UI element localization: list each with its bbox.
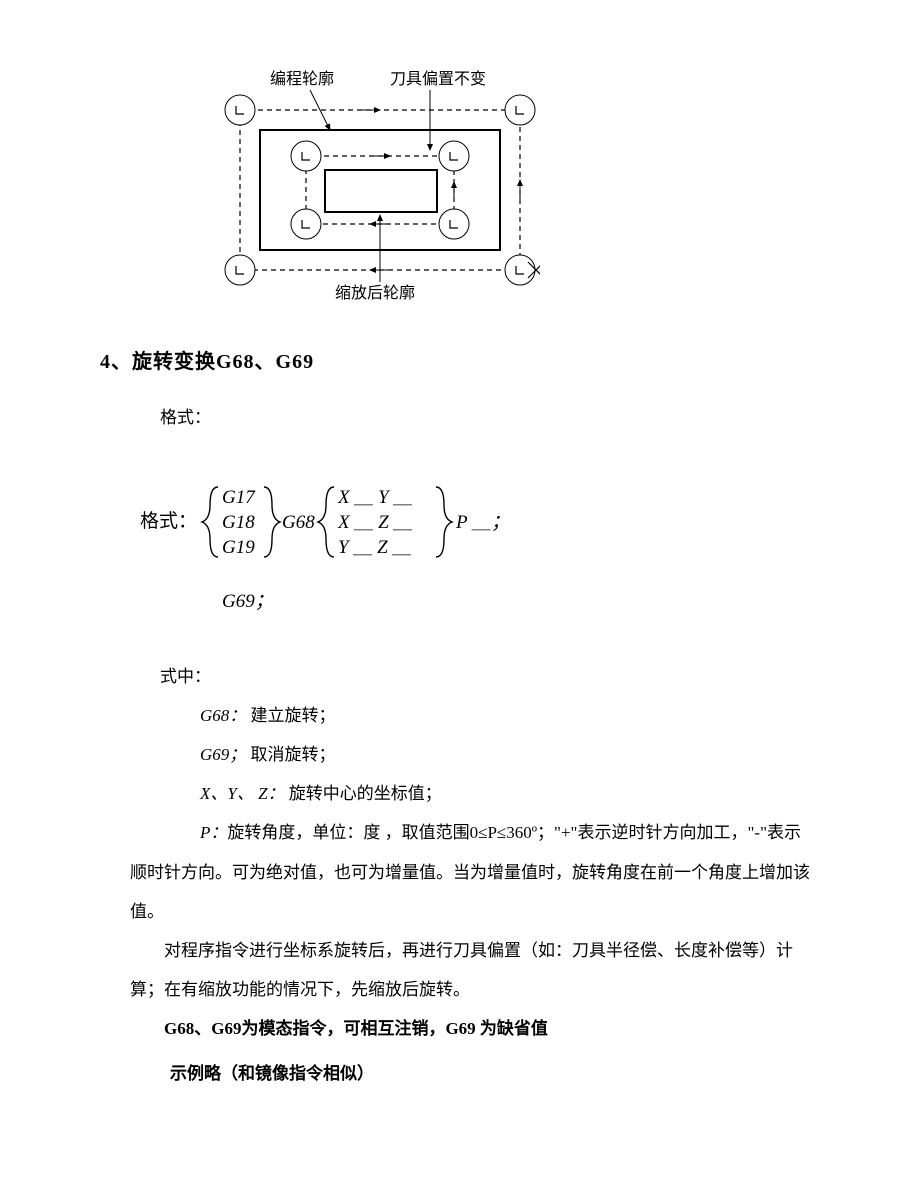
example-note: 示例略（和镜像指令相似） bbox=[100, 1054, 820, 1093]
formula-g17: G17 bbox=[222, 487, 256, 508]
text-g69: 取消旋转； bbox=[251, 745, 336, 764]
corner-circle bbox=[291, 209, 321, 239]
formula-p: P ＿； bbox=[455, 512, 510, 533]
brace-right-1 bbox=[264, 487, 280, 557]
formula-g69: G69； bbox=[222, 591, 274, 612]
formula-g68: G68 bbox=[282, 512, 315, 533]
corner-circle bbox=[225, 95, 255, 125]
scaling-diagram: 编程轮廓 刀具偏置不变 bbox=[220, 70, 540, 315]
def-p-line1: P：旋转角度，单位：度 ，取值范围0≤P≤360º；"+"表示逆时针方向加工，"… bbox=[100, 813, 820, 930]
section-heading: 4、旋转变换G68、G69 bbox=[100, 345, 820, 374]
corner-circle bbox=[505, 255, 535, 285]
def-g68: G68： 建立旋转； bbox=[100, 696, 820, 735]
where-label: 式中： bbox=[100, 657, 820, 696]
formula-prefix: 格式： bbox=[140, 510, 197, 532]
def-g69: G69； 取消旋转； bbox=[100, 735, 820, 774]
scaling-diagram-svg: 编程轮廓 刀具偏置不变 bbox=[220, 70, 540, 310]
corner-circle bbox=[439, 209, 469, 239]
corner-circle bbox=[439, 141, 469, 171]
label-scaled-contour: 缩放后轮廓 bbox=[335, 284, 415, 302]
def-xyz: X、Y、 Z： 旋转中心的坐标值； bbox=[100, 774, 820, 813]
paragraph-2: G68、G69为模态指令，可相互注销，G69 为缺省值 bbox=[100, 1009, 820, 1048]
label-programmed-contour: 编程轮廓 bbox=[270, 70, 334, 88]
term-p: P： bbox=[200, 823, 227, 842]
inner-rect bbox=[325, 170, 437, 212]
term-g68: G68： bbox=[200, 706, 246, 725]
para2-bold: G68、G69为模态指令，可相互注销，G69 为缺省值 bbox=[164, 1019, 548, 1038]
formula-block: 格式： G17 G18 G19 G68 X ＿ Y ＿ X ＿ Z ＿ Y ＿ … bbox=[140, 457, 820, 637]
dashed-offset-inner bbox=[306, 156, 454, 224]
page: 编程轮廓 刀具偏置不变 bbox=[0, 0, 920, 1153]
term-xyz: X、Y、 Z： bbox=[200, 784, 285, 803]
brace-left-2 bbox=[318, 487, 334, 557]
text-xyz: 旋转中心的坐标值； bbox=[289, 784, 442, 803]
formula-xy: X ＿ Y ＿ bbox=[337, 487, 412, 508]
label-tool-offset: 刀具偏置不变 bbox=[390, 70, 486, 88]
corner-circle bbox=[291, 141, 321, 171]
formula-g18: G18 bbox=[222, 512, 255, 533]
formula-xz: X ＿ Z ＿ bbox=[337, 512, 412, 533]
formula-yz: Y ＿ Z ＿ bbox=[338, 537, 411, 558]
corner-circle bbox=[225, 255, 255, 285]
brace-right-2 bbox=[436, 487, 452, 557]
text-p: 旋转角度，单位：度 ，取值范围0≤P≤360º；"+"表示逆时针方向加工，"-"… bbox=[130, 823, 810, 920]
corner-circle bbox=[505, 95, 535, 125]
paragraph-1: 对程序指令进行坐标系旋转后，再进行刀具偏置（如：刀具半径偿、长度补偿等）计算；在… bbox=[100, 931, 820, 1009]
format-label-1: 格式： bbox=[100, 398, 820, 437]
text-g68: 建立旋转； bbox=[251, 706, 336, 725]
brace-left-1 bbox=[202, 487, 218, 557]
term-g69: G69； bbox=[200, 745, 246, 764]
formula-g19: G19 bbox=[222, 537, 255, 558]
formula-svg: 格式： G17 G18 G19 G68 X ＿ Y ＿ X ＿ Z ＿ Y ＿ … bbox=[140, 457, 640, 637]
